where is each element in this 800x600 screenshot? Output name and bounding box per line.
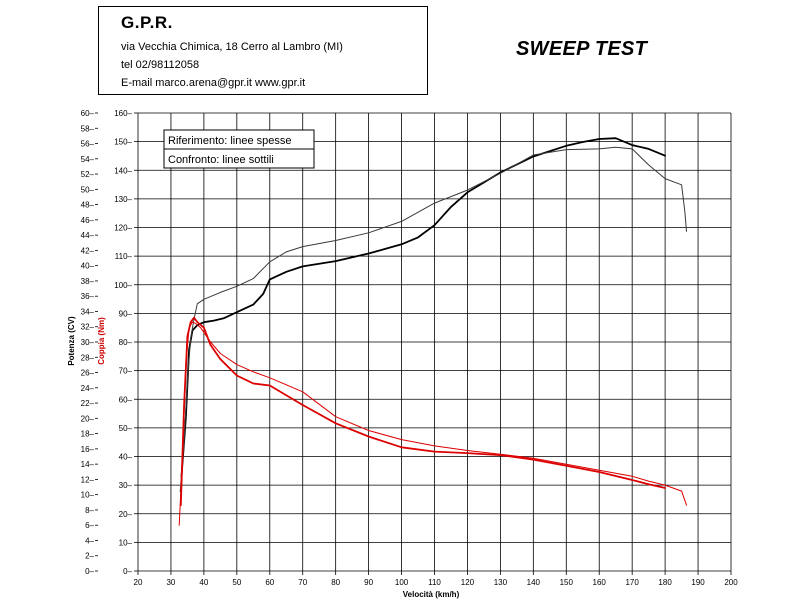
right-axis-tick-label: 90– [119, 309, 133, 318]
right-axis-tick-label: 150– [114, 138, 132, 147]
left-axis-tick-label: 40– [81, 262, 95, 271]
right-axis-tick-label: 80– [119, 338, 133, 347]
left-axis-tick-label: 6– [85, 521, 94, 530]
company-address: via Vecchia Chimica, 18 Cerro al Lambro … [121, 41, 343, 53]
x-tick-label: 90 [364, 578, 373, 587]
left-axis-tick-label: 36– [81, 292, 95, 301]
x-axis: 20 30 40 50 60 70 80 90 100 110 120 130 140 150 160 170… [134, 571, 738, 587]
left-axis-tick-label: 24– [81, 384, 95, 393]
left-axis-tick-label: 8– [85, 506, 94, 515]
chart-title: SWEEP TEST [516, 38, 648, 60]
x-tick-label: 50 [232, 578, 241, 587]
x-tick-label: 180 [658, 578, 672, 587]
left-axis-tick-label: 20– [81, 414, 95, 423]
series-line-1 [180, 137, 666, 478]
right-axis-tick-label: 110– [115, 252, 133, 261]
left-axis-tick-label: 48– [81, 201, 95, 210]
left-axis-tick-label: 14– [81, 460, 95, 469]
right-axis: 0– 10– 20– 30– 40– 50– 60– 70– 80– 90– 100– 110– 120… [114, 109, 138, 576]
x-tick-label: 30 [166, 578, 175, 587]
left-axis: 0– 2– 4– 6– 8– 10– 12– 14– 16– 18– 20– 22– 24– 26– 28–… [81, 109, 98, 576]
right-axis-tick-label: 40– [119, 453, 133, 462]
left-axis-tick-label: 60– [81, 109, 95, 118]
grid-layer [137, 112, 732, 572]
right-axis-tick-label: 100– [114, 281, 132, 290]
left-axis-tick-label: 28– [81, 353, 95, 362]
x-tick-label: 100 [395, 578, 409, 587]
legend-box: Riferimento: linee spesse Confronto: lin… [163, 129, 315, 169]
x-tick-label: 130 [494, 578, 508, 587]
left-axis-tick-label: 4– [85, 536, 94, 545]
left-axis-tick-label: 38– [81, 277, 95, 286]
left-axis-tick-label: 30– [81, 338, 95, 347]
left-axis-tick-label: 18– [81, 430, 95, 439]
right-axis-tick-label: 50– [119, 424, 133, 433]
left-axis-tick-label: 12– [81, 475, 95, 484]
left-axis-tick-label: 52– [81, 170, 95, 179]
right-axis-tick-label: 60– [119, 395, 133, 404]
x-tick-label: 150 [560, 578, 574, 587]
right-axis-tick-label: 160– [114, 109, 132, 118]
left-axis-tick-label: 54– [81, 155, 95, 164]
left-axis-tick-label: 42– [81, 246, 95, 255]
left-axis-tick-label: 0– [85, 567, 94, 576]
left-axis-tick-label: 10– [81, 491, 95, 500]
right-axis-tick-label: 10– [119, 538, 133, 547]
x-axis-label: Velocità (km/h) [403, 590, 460, 599]
right-axis-tick-label: 0– [123, 567, 132, 576]
left-axis-tick-label: 44– [81, 231, 95, 240]
x-tick-label: 80 [331, 578, 340, 587]
left-axis-tick-label: 58– [81, 124, 95, 133]
x-tick-label: 140 [527, 578, 541, 587]
right-axis-tick-label: 70– [119, 367, 133, 376]
right-axis-tick-label: 120– [114, 224, 132, 233]
left-axis-tick-label: 26– [81, 369, 95, 378]
left-axis-tick-label: 22– [81, 399, 95, 408]
series-line-2 [179, 146, 687, 493]
left-axis-tick-label: 56– [81, 140, 95, 149]
y-axis-label-power: Potenza (CV) [67, 316, 76, 366]
x-tick-label: 20 [134, 578, 143, 587]
company-header-box: G.P.R. via Vecchia Chimica, 18 Cerro al … [98, 6, 428, 95]
company-phone: tel 02/98112058 [121, 59, 200, 71]
x-tick-label: 190 [691, 578, 705, 587]
left-axis-tick-label: 50– [81, 185, 95, 194]
right-axis-tick-label: 20– [119, 510, 133, 519]
x-tick-label: 160 [593, 578, 607, 587]
x-tick-label: 40 [199, 578, 208, 587]
series-line-3 [179, 316, 666, 507]
x-tick-label: 120 [461, 578, 475, 587]
right-axis-tick-label: 30– [119, 481, 133, 490]
x-tick-label: 70 [298, 578, 307, 587]
series-line-4 [178, 321, 687, 526]
x-tick-label: 110 [428, 578, 441, 587]
x-tick-label: 60 [265, 578, 274, 587]
company-name: G.P.R. [121, 13, 173, 32]
x-tick-label: 170 [625, 578, 639, 587]
left-axis-tick-label: 34– [81, 307, 95, 316]
y-axis-label-torque: Coppia (Nm) [97, 317, 106, 365]
right-axis-tick-label: 130– [114, 195, 132, 204]
left-axis-tick-label: 16– [81, 445, 95, 454]
x-tick-label: 200 [724, 578, 738, 587]
right-axis-tick-label: 140– [114, 166, 132, 175]
left-axis-tick-label: 2– [85, 552, 94, 561]
company-contact: E-mail marco.arena@gpr.it www.gpr.it [121, 77, 306, 89]
left-axis-tick-label: 32– [81, 323, 95, 332]
legend-reference-text: Riferimento: linee spesse [168, 135, 292, 147]
left-axis-tick-label: 46– [81, 216, 95, 225]
legend-comparison-text: Confronto: linee sottili [168, 154, 274, 166]
series-layer [178, 137, 687, 526]
